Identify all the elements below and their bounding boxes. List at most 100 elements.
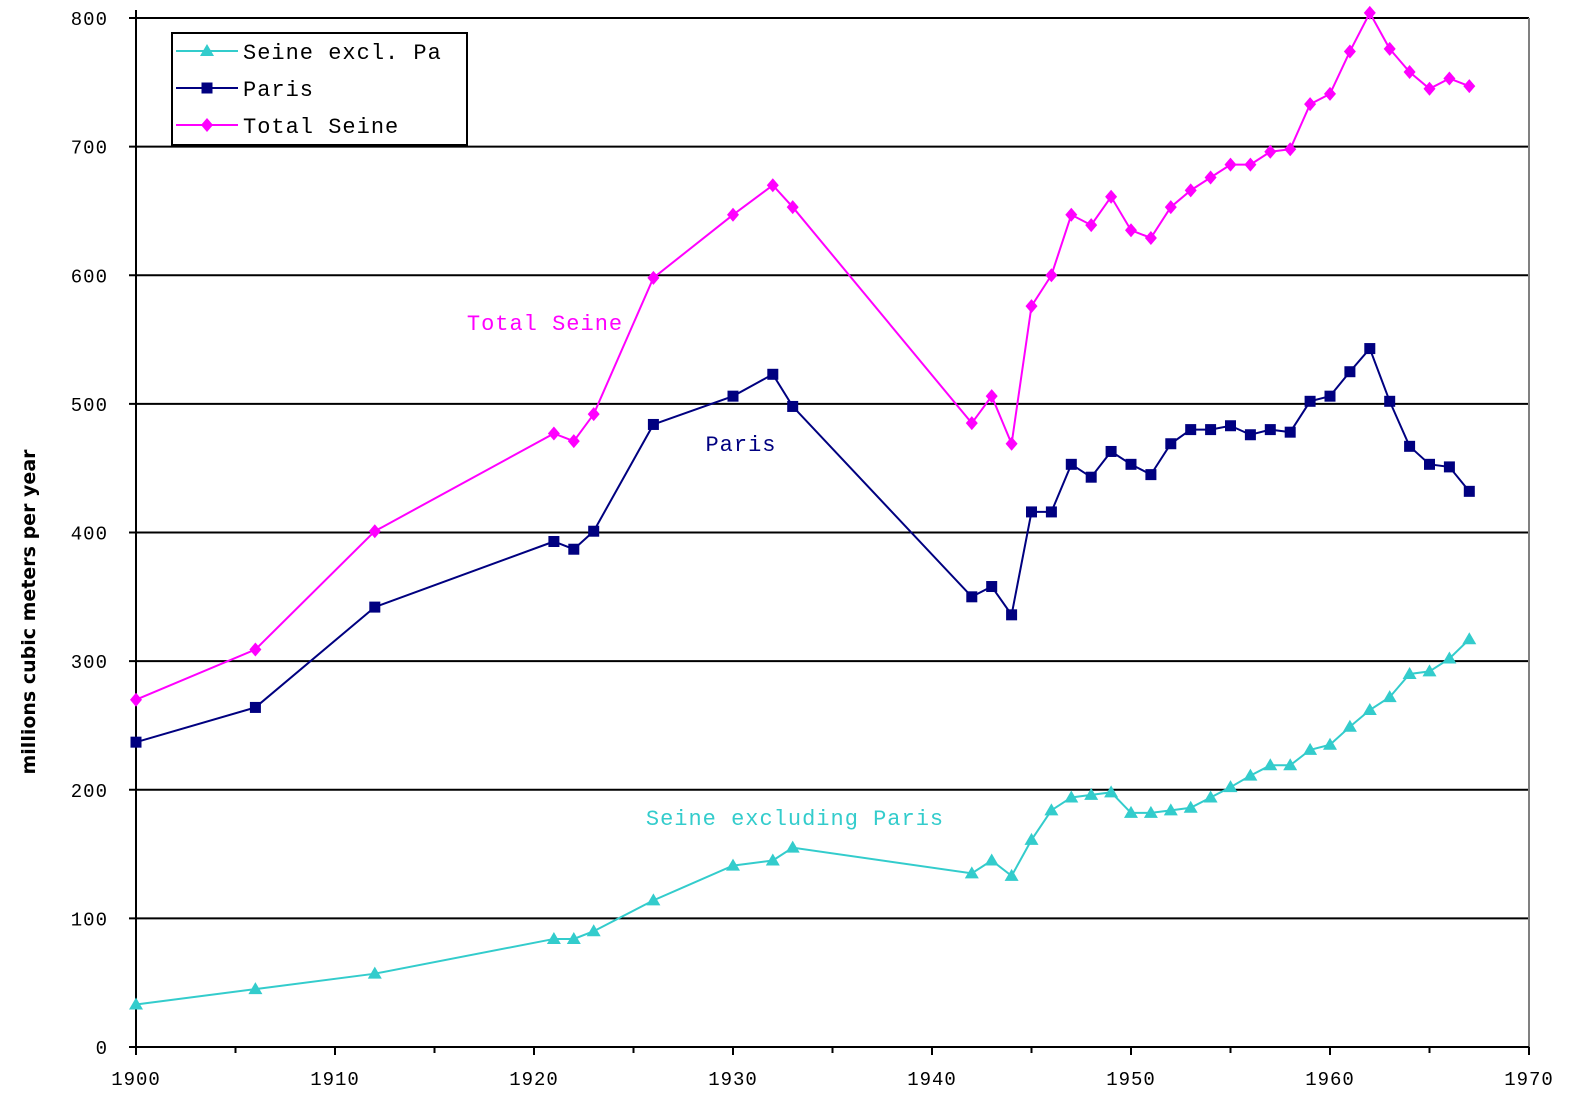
data-point-1965 — [1423, 81, 1436, 96]
y-tick-label-800: 800 — [71, 9, 108, 31]
data-point-1949 — [1104, 785, 1119, 798]
data-point-1906 — [248, 982, 263, 995]
data-point-1956 — [1244, 429, 1256, 441]
data-point-1933 — [787, 400, 799, 412]
y-tick-label-100: 100 — [71, 909, 108, 931]
data-point-1947 — [1065, 207, 1078, 222]
data-point-1953 — [1185, 424, 1197, 436]
data-point-1948 — [1085, 218, 1098, 233]
data-point-1948 — [1085, 471, 1097, 483]
data-point-1965 — [1424, 458, 1435, 470]
data-point-1900 — [130, 736, 142, 748]
data-point-1952 — [1164, 200, 1177, 215]
data-point-1921 — [548, 536, 560, 548]
data-point-1933 — [785, 840, 800, 853]
x-tick-label-1950: 1950 — [1106, 1069, 1156, 1091]
data-point-1963 — [1383, 41, 1396, 56]
data-point-1912 — [367, 966, 382, 979]
data-point-1961 — [1342, 719, 1357, 732]
data-point-1943 — [985, 389, 998, 404]
series-paris — [130, 343, 1475, 748]
legend-item-paris: Paris — [176, 78, 314, 103]
data-point-1963 — [1382, 690, 1397, 703]
data-point-1923 — [588, 525, 600, 537]
x-tick-label-1920: 1920 — [509, 1069, 559, 1091]
data-point-1950 — [1125, 458, 1137, 470]
data-point-1932 — [767, 368, 779, 380]
data-point-1945 — [1025, 299, 1038, 314]
data-point-1912 — [368, 524, 381, 539]
data-point-1932 — [765, 853, 780, 866]
x-tick-label-1960: 1960 — [1305, 1069, 1355, 1091]
data-point-1960 — [1323, 737, 1337, 750]
data-point-1921 — [547, 426, 560, 441]
data-point-1942 — [965, 416, 978, 431]
data-point-1966 — [1443, 461, 1455, 473]
series-seine-excl-pa — [129, 632, 1477, 1010]
data-point-1951 — [1143, 805, 1158, 818]
data-point-1942 — [966, 591, 978, 603]
data-point-1966 — [1443, 71, 1456, 86]
data-point-1957 — [1264, 144, 1277, 159]
data-point-1946 — [1045, 506, 1057, 518]
data-point-1942 — [964, 866, 979, 879]
x-tick-label-1900: 1900 — [111, 1069, 161, 1091]
data-point-1900 — [130, 692, 142, 707]
x-tick-label-1940: 1940 — [907, 1069, 957, 1091]
legend-label: Seine excl. Pa — [243, 41, 442, 66]
data-point-1962 — [1362, 703, 1377, 716]
data-point-1926 — [646, 893, 661, 906]
data-point-1923 — [586, 924, 601, 937]
data-point-1944 — [1005, 436, 1018, 451]
data-point-1944 — [1006, 609, 1018, 621]
data-point-1961 — [1343, 44, 1356, 59]
data-point-1946 — [1044, 803, 1059, 816]
annotations: Seine excluding Paris Paris Total Seine — [467, 312, 943, 832]
data-point-1949 — [1105, 189, 1118, 204]
legend-item-seine-excl-pa: Seine excl. Pa — [176, 41, 442, 66]
data-point-1957 — [1264, 424, 1276, 436]
data-point-1945 — [1026, 506, 1037, 518]
data-point-1959 — [1304, 395, 1316, 407]
data-point-1954 — [1203, 790, 1218, 803]
data-point-1958 — [1284, 426, 1296, 438]
data-point-1958 — [1283, 758, 1298, 771]
data-point-1922 — [567, 434, 580, 449]
legend-swatch-marker — [200, 44, 214, 56]
data-point-1956 — [1244, 157, 1257, 172]
data-point-1957 — [1263, 758, 1278, 771]
annotation-paris: Paris — [705, 433, 776, 458]
data-point-1930 — [727, 390, 739, 402]
data-point-1943 — [986, 581, 998, 593]
data-point-1953 — [1183, 800, 1198, 813]
data-point-1922 — [566, 931, 581, 944]
data-point-1960 — [1324, 86, 1336, 101]
data-point-1900 — [129, 997, 143, 1010]
y-tick-label-700: 700 — [71, 138, 108, 160]
data-point-1964 — [1404, 440, 1416, 452]
tick-labels: 0 100 200 300 400 500 600 700 800 1900 1910 1920 193… — [71, 9, 1553, 1091]
data-point-1964 — [1402, 666, 1417, 679]
data-point-1966 — [1442, 651, 1457, 664]
data-point-1967 — [1463, 79, 1476, 94]
y-tick-label-0: 0 — [96, 1038, 108, 1060]
data-point-1956 — [1243, 768, 1258, 781]
data-point-1958 — [1284, 142, 1297, 157]
data-point-1932 — [766, 178, 779, 193]
data-point-1952 — [1163, 803, 1178, 816]
annotation-total-seine: Total Seine — [467, 312, 623, 337]
y-tick-label-400: 400 — [71, 524, 108, 546]
legend-swatch-marker — [201, 82, 213, 94]
x-tick-label-1910: 1910 — [310, 1069, 360, 1091]
data-point-1923 — [587, 407, 600, 422]
legend-label: Paris — [243, 78, 314, 103]
data-point-1959 — [1303, 742, 1318, 755]
axes — [129, 10, 1530, 1055]
data-point-1963 — [1384, 395, 1396, 407]
data-point-1955 — [1223, 780, 1238, 793]
data-point-1953 — [1184, 183, 1197, 198]
data-point-1961 — [1344, 366, 1356, 378]
data-point-1962 — [1364, 343, 1376, 355]
data-point-1954 — [1205, 424, 1217, 436]
